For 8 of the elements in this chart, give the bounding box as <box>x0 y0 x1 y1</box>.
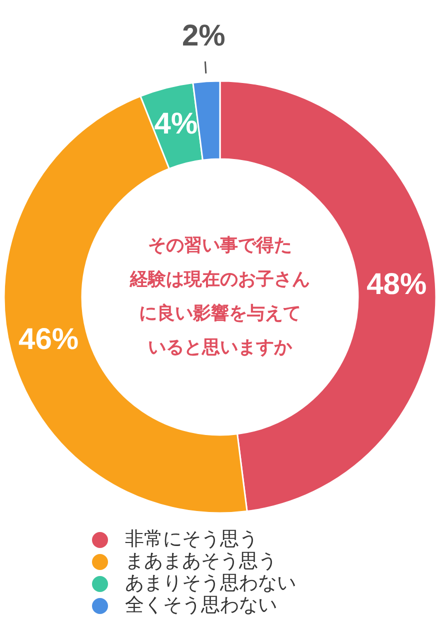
legend-label: 非常にそう思う <box>125 528 258 550</box>
data-label: 48% <box>366 268 427 301</box>
legend-label: まあまあそう思う <box>125 550 277 572</box>
legend-label: 全くそう思わない <box>125 594 277 616</box>
data-label: 46% <box>18 322 79 356</box>
data-label: 4% <box>154 107 198 140</box>
data-label: 2% <box>182 19 226 52</box>
legend-label: あまりそう思わない <box>125 572 296 594</box>
